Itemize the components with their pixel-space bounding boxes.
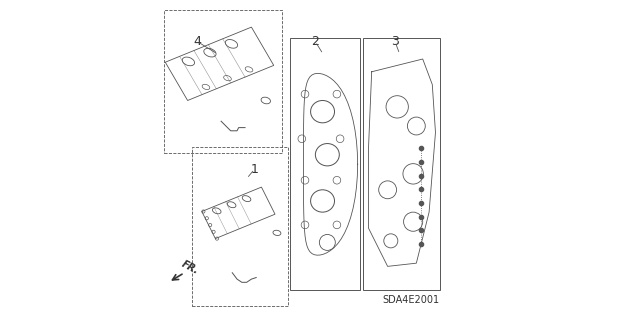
Bar bbox=[164, 10, 282, 153]
Text: 1: 1 bbox=[251, 163, 259, 175]
Text: FR.: FR. bbox=[180, 259, 200, 276]
Text: SDA4E2001: SDA4E2001 bbox=[383, 295, 440, 305]
Bar bbox=[363, 38, 440, 290]
Text: 2: 2 bbox=[311, 35, 319, 48]
Text: 3: 3 bbox=[391, 35, 399, 48]
Bar bbox=[193, 147, 288, 306]
Text: 4: 4 bbox=[193, 35, 201, 48]
Bar bbox=[290, 38, 360, 290]
